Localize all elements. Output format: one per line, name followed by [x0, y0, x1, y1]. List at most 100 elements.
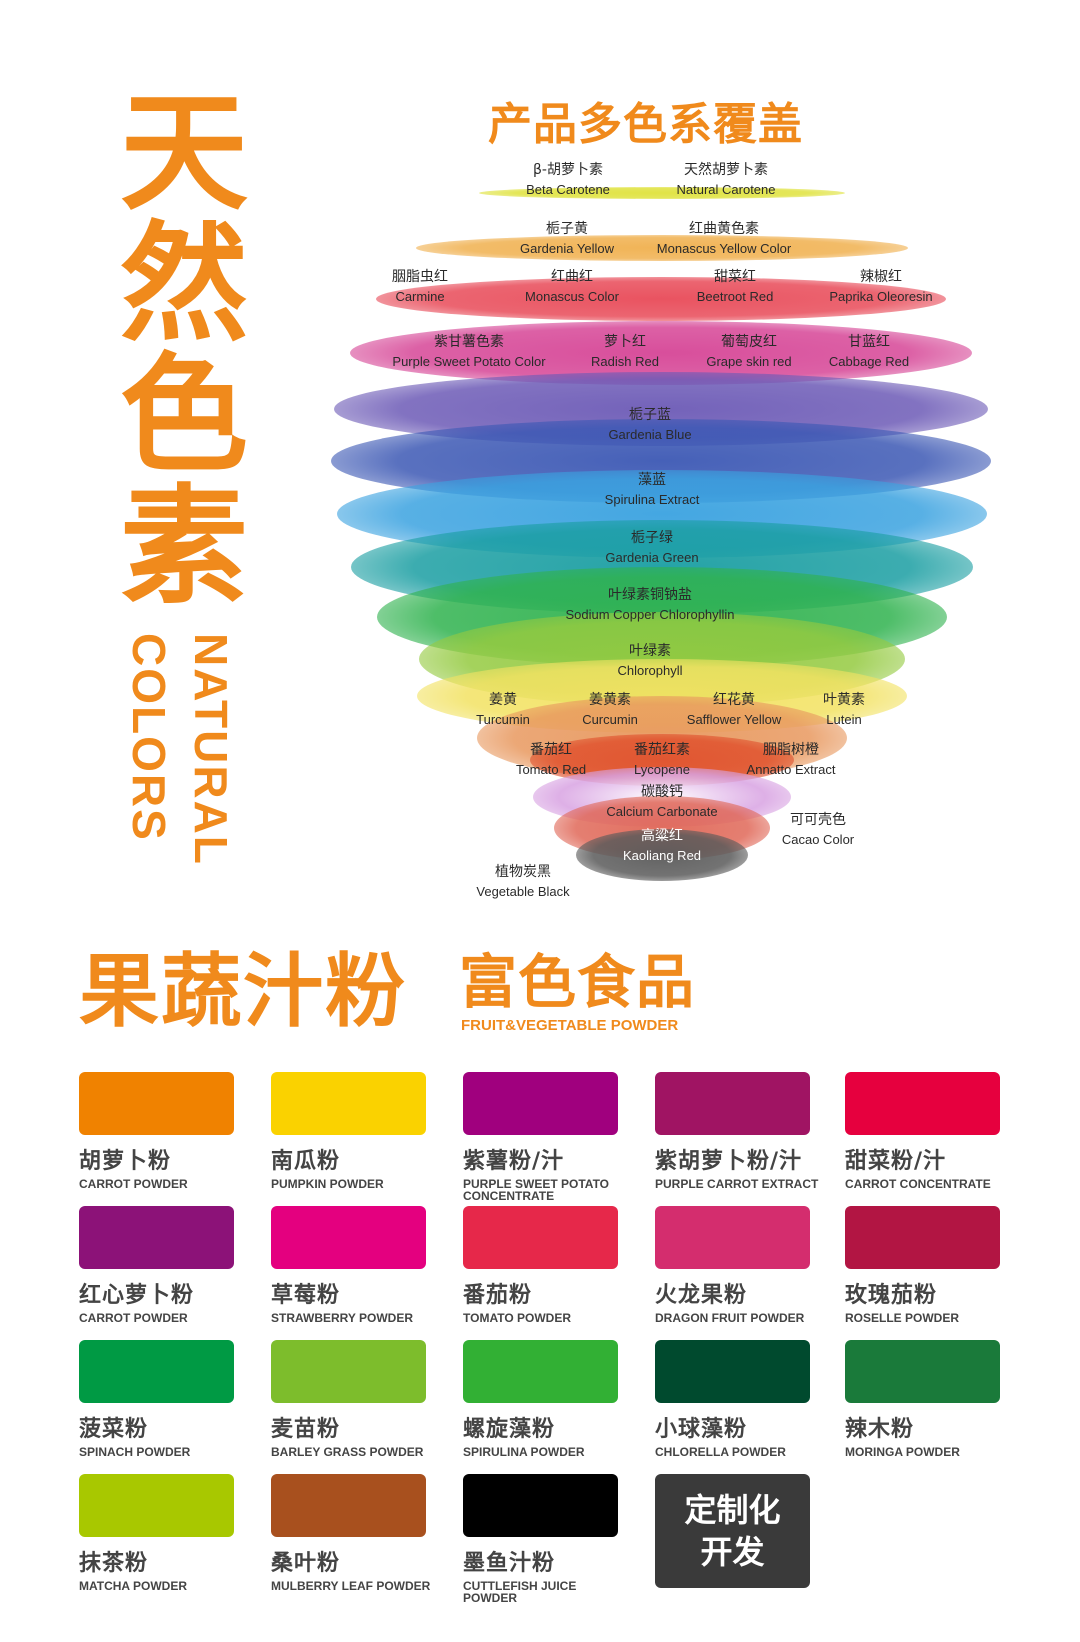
pigment-name-cn: 叶绿素	[628, 643, 671, 659]
product-name-cn: 墨鱼汁粉	[463, 1551, 556, 1576]
pigment-name-en: Chlorophyll	[617, 663, 683, 678]
pigment-label: 胭脂虫红 Carmine	[392, 267, 448, 307]
product-name-en: MATCHA POWDER	[79, 1579, 187, 1593]
pigment-name-en: Carmine	[395, 289, 445, 304]
pigment-name-cn: 甘蓝红	[847, 334, 890, 350]
pigment-name-cn: 辣椒红	[859, 269, 902, 285]
product-name-cn: 麦苗粉	[271, 1417, 341, 1442]
pigment-name-en: Monascus Yellow Color	[656, 241, 792, 256]
custom-line2: 开发	[700, 1533, 765, 1571]
pigment-name-en: Gardenia Green	[605, 550, 699, 565]
product-name-en: STRAWBERRY POWDER	[271, 1311, 414, 1325]
pigment-name-cn: 叶黄素	[823, 692, 865, 708]
color-spectrum-diagram	[331, 187, 991, 881]
pigment-name-en: Cabbage Red	[828, 354, 910, 369]
pigment-label: 植物炭黑 Vegetable Black	[476, 862, 569, 902]
product-swatch	[271, 1340, 426, 1403]
title-char: 天	[119, 79, 248, 228]
pigment-name-cn: 红曲红	[551, 269, 593, 285]
pigment-label: 紫甘薯色素 Purple Sweet Potato Color	[392, 332, 545, 372]
product-swatch	[655, 1072, 810, 1135]
pigment-name-en: Annatto Extract	[746, 762, 836, 777]
custom-development-card: 定制化 开发	[655, 1474, 810, 1588]
product-name-cn: 辣木粉	[845, 1417, 915, 1442]
pigment-label: 可可壳色 Cacao Color	[782, 810, 854, 850]
pigment-name-en: Radish Red	[591, 354, 659, 369]
pigment-label: 红曲红 Monascus Color	[525, 267, 619, 307]
pigment-name-cn: 胭脂树橙	[762, 742, 819, 758]
pigment-name-en: Grape skin red	[706, 354, 792, 369]
pigment-name-en: Turcumin	[476, 712, 530, 727]
title-char: 然	[119, 210, 248, 359]
section1-heading: 产品多色系覆盖	[488, 99, 803, 150]
pigment-label: 萝卜红 Radish Red	[591, 332, 659, 372]
product-name-en: SPINACH POWDER	[79, 1445, 191, 1459]
product-name-cn: 紫薯粉/汁	[463, 1149, 565, 1174]
pigment-name-en: Natural Carotene	[676, 182, 776, 197]
color-layer	[576, 829, 748, 881]
pigment-name-en: Vegetable Black	[476, 884, 570, 899]
pigment-name-cn: 甜菜红	[713, 269, 756, 285]
pigment-label: β-胡萝卜素 Beta Carotene	[526, 160, 610, 200]
product-name-en: MORINGA POWDER	[845, 1445, 960, 1459]
pigment-label: 姜黄素 Curcumin	[582, 690, 638, 730]
product-swatch	[655, 1340, 810, 1403]
product-name-en: PURPLE CARROT EXTRACT	[655, 1177, 819, 1191]
product-name-cn: 甜菜粉/汁	[845, 1149, 947, 1174]
product-name-cn: 螺旋藻粉	[463, 1417, 556, 1442]
product-name-cn: 抹茶粉	[79, 1551, 149, 1576]
product-name-cn: 红心萝卜粉	[79, 1283, 195, 1308]
section2-heading-en: FRUIT&VEGETABLE POWDER	[461, 1017, 679, 1034]
product-swatch	[271, 1072, 426, 1135]
product-name-en: CARROT CONCENTRATE	[845, 1177, 991, 1191]
pigment-name-cn: 紫甘薯色素	[433, 334, 504, 350]
pigment-name-cn: 栀子蓝	[629, 407, 671, 423]
product-name-cn: 南瓜粉	[271, 1149, 341, 1174]
product-swatch	[463, 1206, 618, 1269]
product-name-en: CARROT POWDER	[79, 1311, 188, 1325]
product-name-en: CHLORELLA POWDER	[655, 1445, 786, 1459]
pigment-name-en: Gardenia Yellow	[520, 241, 614, 256]
product-name-en: BARLEY GRASS POWDER	[271, 1445, 424, 1459]
pigment-name-cn: 栀子绿	[630, 530, 673, 546]
pigment-name-en: Tomato Red	[515, 762, 587, 777]
color-layer	[479, 187, 845, 199]
product-name-cn: 火龙果粉	[655, 1283, 748, 1308]
pigment-name-cn: 天然胡萝卜素	[684, 162, 768, 178]
color-layer	[376, 277, 946, 321]
pigment-label: 番茄红 Tomato Red	[516, 740, 586, 780]
product-swatch	[463, 1474, 618, 1537]
pigment-name-en: Beetroot Red	[696, 289, 774, 304]
pigment-label: 番茄红素 Lycopene	[634, 740, 690, 780]
pigment-name-cn: 叶绿素铜钠盐	[608, 587, 692, 603]
product-swatch	[845, 1340, 1000, 1403]
pigment-label: 碳酸钙 Calcium Carbonate	[606, 782, 717, 822]
pigment-name-cn: 可可壳色	[789, 812, 846, 828]
product-swatch	[79, 1340, 234, 1403]
pigment-name-cn: 栀子黄	[546, 221, 588, 237]
pigment-label: 栀子蓝 Gardenia Blue	[608, 405, 691, 445]
product-swatch	[463, 1072, 618, 1135]
pigment-label: 天然胡萝卜素 Natural Carotene	[677, 160, 776, 200]
product-name-en: SPIRULINA POWDER	[463, 1445, 585, 1459]
pigment-name-en: Lycopene	[634, 762, 690, 777]
pigment-name-en: Lutein	[826, 712, 862, 727]
pigment-label: 藻蓝 Spirulina Extract	[605, 470, 700, 510]
product-name-cn: 菠菜粉	[79, 1417, 149, 1442]
pigment-label: 叶绿素铜钠盐 Sodium Copper Chlorophyllin	[565, 585, 734, 625]
pigment-label: 辣椒红 Paprika Oleoresin	[829, 267, 932, 307]
product-name-en: DRAGON FRUIT POWDER	[655, 1311, 805, 1325]
pigment-label: 姜黄 Turcumin	[476, 690, 530, 730]
product-name-en: MULBERRY LEAF POWDER	[271, 1579, 431, 1593]
pigment-label: 栀子绿 Gardenia Green	[605, 528, 698, 568]
product-name-en: CARROT POWDER	[79, 1177, 188, 1191]
pigment-label: 红花黄 Safflower Yellow	[687, 690, 781, 730]
pigment-label: 葡萄皮红 Grape skin red	[706, 332, 791, 372]
product-swatch	[845, 1072, 1000, 1135]
pigment-name-cn: 葡萄皮红	[720, 334, 777, 350]
pigment-name-cn: 高粱红	[641, 828, 683, 844]
color-layer	[350, 321, 972, 385]
pigment-name-en: Beta Carotene	[526, 182, 610, 197]
section2-heading-main: 果蔬汁粉	[79, 945, 407, 1038]
pigment-label: 栀子黄 Gardenia Yellow	[520, 219, 614, 259]
